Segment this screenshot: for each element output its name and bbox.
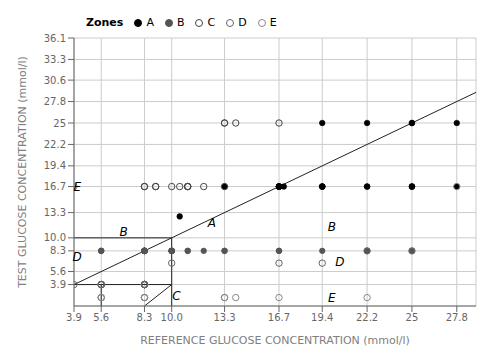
html-text:D: D [238, 16, 247, 29]
svg-text:13.3: 13.3 [213, 312, 235, 323]
svg-text:22.2: 22.2 [44, 139, 66, 150]
svg-text:25: 25 [406, 312, 419, 323]
svg-text:D: D [335, 255, 344, 269]
svg-text:B: B [328, 220, 336, 234]
svg-text:27.8: 27.8 [446, 312, 468, 323]
svg-text:B: B [120, 225, 128, 239]
svg-text:E: E [328, 291, 336, 305]
svg-text:30.6: 30.6 [44, 75, 66, 86]
svg-text:8.3: 8.3 [50, 245, 66, 256]
svg-text:19.4: 19.4 [311, 312, 333, 323]
svg-text:13.3: 13.3 [44, 207, 66, 218]
svg-text:16.7: 16.7 [268, 312, 290, 323]
html-text:E: E [269, 16, 277, 29]
html-text:B: B [176, 16, 185, 29]
svg-text:5.6: 5.6 [93, 312, 109, 323]
svg-text:3.9: 3.9 [66, 312, 82, 323]
html-text:A: A [146, 16, 154, 29]
svg-text:E: E [73, 180, 81, 194]
html-text:C: C [207, 16, 216, 29]
svg-text:5.6: 5.6 [50, 266, 66, 277]
svg-text:8.3: 8.3 [137, 312, 153, 323]
svg-text:10.0: 10.0 [161, 312, 183, 323]
svg-text:33.3: 33.3 [44, 54, 66, 65]
svg-text:C: C [172, 289, 181, 303]
svg-text:36.1: 36.1 [44, 33, 66, 44]
svg-text:19.4: 19.4 [44, 160, 66, 171]
html-text:Zones: Zones [86, 16, 124, 29]
svg-text:10.0: 10.0 [44, 232, 66, 243]
svg-text:A: A [207, 216, 216, 230]
svg-text:27.8: 27.8 [44, 96, 66, 107]
svg-text:16.7: 16.7 [44, 181, 66, 192]
svg-text:22.2: 22.2 [356, 312, 378, 323]
svg-text:3.9: 3.9 [50, 279, 66, 290]
svg-text:REFERENCE GLUCOSE CONCENTRATIO: REFERENCE GLUCOSE CONCENTRATION (mmol/l) [140, 334, 410, 347]
svg-text:25: 25 [53, 118, 66, 129]
svg-text:D: D [73, 250, 82, 264]
svg-text:TEST GLUCOSE CONCENTRATION (mm: TEST GLUCOSE CONCENTRATION (mmol/l) [16, 56, 29, 289]
